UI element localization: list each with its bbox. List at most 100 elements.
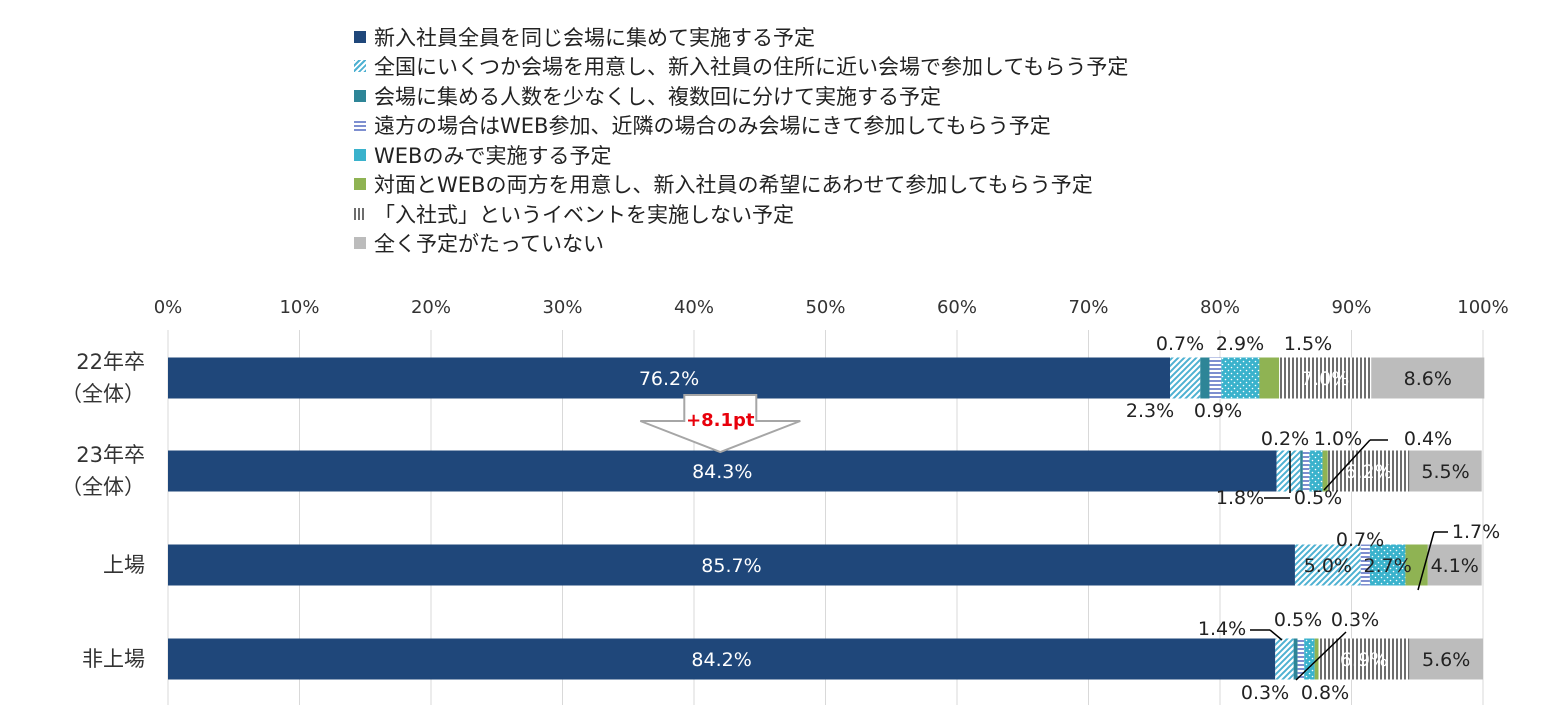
data-label: 1.5% <box>1284 333 1332 355</box>
legend-label: 遠方の場合はWEB参加、近隣の場合のみ会場にきて参加してもらう予定 <box>374 114 1051 139</box>
legend-item: 「入社式」というイベントを実施しない予定 <box>354 199 1128 229</box>
data-label: 2.3% <box>1126 400 1174 422</box>
bar-segment <box>1275 638 1294 680</box>
legend-swatch <box>354 60 366 73</box>
data-label: 84.3% <box>692 461 752 483</box>
bar-segment <box>168 450 1277 492</box>
bar-segment <box>1318 638 1410 680</box>
data-label: 5.5% <box>1421 461 1469 483</box>
bar-segment <box>1371 357 1485 399</box>
bar-segment <box>1304 638 1315 680</box>
bar-segment <box>1409 638 1483 680</box>
bar-segment <box>1259 357 1280 399</box>
bar-segment <box>1300 450 1303 492</box>
data-label: 7.0% <box>1301 368 1349 390</box>
bar-segment <box>1276 450 1301 492</box>
data-label: 2.9% <box>1216 333 1264 355</box>
data-label: 84.2% <box>691 649 751 671</box>
legend-swatch <box>354 30 366 43</box>
data-label: 85.7% <box>701 555 761 577</box>
category-label: 22年卒（全体） <box>61 350 145 406</box>
data-label: 0.4% <box>1404 428 1452 450</box>
legend-label: 全く予定がたっていない <box>374 232 604 257</box>
data-label: 8.6% <box>1404 368 1452 390</box>
bar-segment <box>1302 450 1310 492</box>
x-tick-label: 100% <box>1457 297 1508 318</box>
x-tick-label: 80% <box>1200 297 1240 318</box>
x-tick-label: 90% <box>1331 297 1371 318</box>
bar-segment <box>1221 357 1260 399</box>
change-annotation: +8.1pt <box>686 410 755 431</box>
data-label: 6.2% <box>1344 461 1392 483</box>
data-label: 76.2% <box>639 368 699 390</box>
legend-label: 対面とWEBの両方を用意し、新入社員の希望にあわせて参加してもらう予定 <box>374 173 1093 198</box>
x-tick-label: 10% <box>279 297 319 318</box>
bar-segment <box>1279 357 1372 399</box>
data-label: 1.0% <box>1314 428 1362 450</box>
x-tick-label: 0% <box>154 297 183 318</box>
legend-swatch <box>354 119 366 132</box>
bar-segment <box>1293 638 1298 680</box>
bar-segment <box>1409 450 1482 492</box>
x-tick-label: 40% <box>674 297 714 318</box>
x-tick-label: 30% <box>542 297 582 318</box>
legend-item: 新入社員全員を同じ会場に集めて実施する予定 <box>354 22 1128 52</box>
data-label: 0.5% <box>1294 487 1342 509</box>
x-tick-label: 70% <box>1068 297 1108 318</box>
data-label: 1.7% <box>1452 521 1500 543</box>
legend-swatch <box>354 207 366 220</box>
legend-item: 全く予定がたっていない <box>354 229 1128 259</box>
data-label: 0.7% <box>1336 529 1384 551</box>
legend-label: WEBのみで実施する予定 <box>374 143 612 168</box>
legend-item: WEBのみで実施する予定 <box>354 140 1128 170</box>
bar-segment <box>168 638 1276 680</box>
legend-swatch <box>354 237 366 250</box>
bar-segment <box>168 357 1171 399</box>
leader-line <box>1269 629 1283 641</box>
leader-line <box>1417 531 1435 591</box>
legend-swatch <box>354 148 366 161</box>
data-label: 4.1% <box>1431 555 1479 577</box>
bar-segment <box>1427 544 1482 586</box>
x-tick-label: 60% <box>937 297 977 318</box>
data-label: 1.8% <box>1216 487 1264 509</box>
bar-segment <box>1209 357 1222 399</box>
legend-swatch <box>354 89 366 102</box>
data-label: 2.7% <box>1364 555 1412 577</box>
data-label: 1.4% <box>1198 618 1246 640</box>
category-label: 非上場 <box>82 647 145 671</box>
bar-segment <box>1360 544 1370 586</box>
bar-segment <box>168 544 1295 586</box>
data-label: 0.3% <box>1331 609 1379 631</box>
bar-segment <box>1170 357 1201 399</box>
legend-item: 対面とWEBの両方を用意し、新入社員の希望にあわせて参加してもらう予定 <box>354 170 1128 200</box>
data-label: 0.2% <box>1261 428 1309 450</box>
legend-swatch <box>354 178 366 191</box>
bar-segment <box>1297 638 1305 680</box>
bar-segment <box>1322 450 1328 492</box>
legend-label: 新入社員全員を同じ会場に集めて実施する予定 <box>374 25 815 50</box>
legend-label: 会場に集める人数を少なくし、複数回に分けて実施する予定 <box>374 84 941 109</box>
data-label: 0.3% <box>1241 682 1289 704</box>
data-label: 0.8% <box>1301 682 1349 704</box>
legend-label: 全国にいくつか会場を用意し、新入社員の住所に近い会場で参加してもらう予定 <box>374 55 1129 80</box>
category-label: 23年卒（全体） <box>61 443 145 499</box>
legend-item: 全国にいくつか会場を用意し、新入社員の住所に近い会場で参加してもらう予定 <box>354 52 1128 82</box>
data-label: 5.0% <box>1304 555 1352 577</box>
data-label: 0.7% <box>1156 333 1204 355</box>
category-label: 上場 <box>103 553 145 577</box>
legend-item: 会場に集める人数を少なくし、複数回に分けて実施する予定 <box>354 81 1128 111</box>
legend-label: 「入社式」というイベントを実施しない予定 <box>374 202 794 227</box>
leader-line <box>1323 439 1371 491</box>
legend-item: 遠方の場合はWEB参加、近隣の場合のみ会場にきて参加してもらう予定 <box>354 111 1128 141</box>
chart-legend: 新入社員全員を同じ会場に集めて実施する予定全国にいくつか会場を用意し、新入社員の… <box>354 22 1128 258</box>
bar-segment <box>1294 544 1361 586</box>
change-arrow <box>639 394 801 454</box>
bar-segment <box>1309 450 1323 492</box>
bar-segment <box>1200 357 1210 399</box>
x-tick-label: 20% <box>411 297 451 318</box>
x-tick-label: 50% <box>805 297 845 318</box>
data-label: 0.9% <box>1194 400 1242 422</box>
data-label: 6.9% <box>1340 649 1388 671</box>
